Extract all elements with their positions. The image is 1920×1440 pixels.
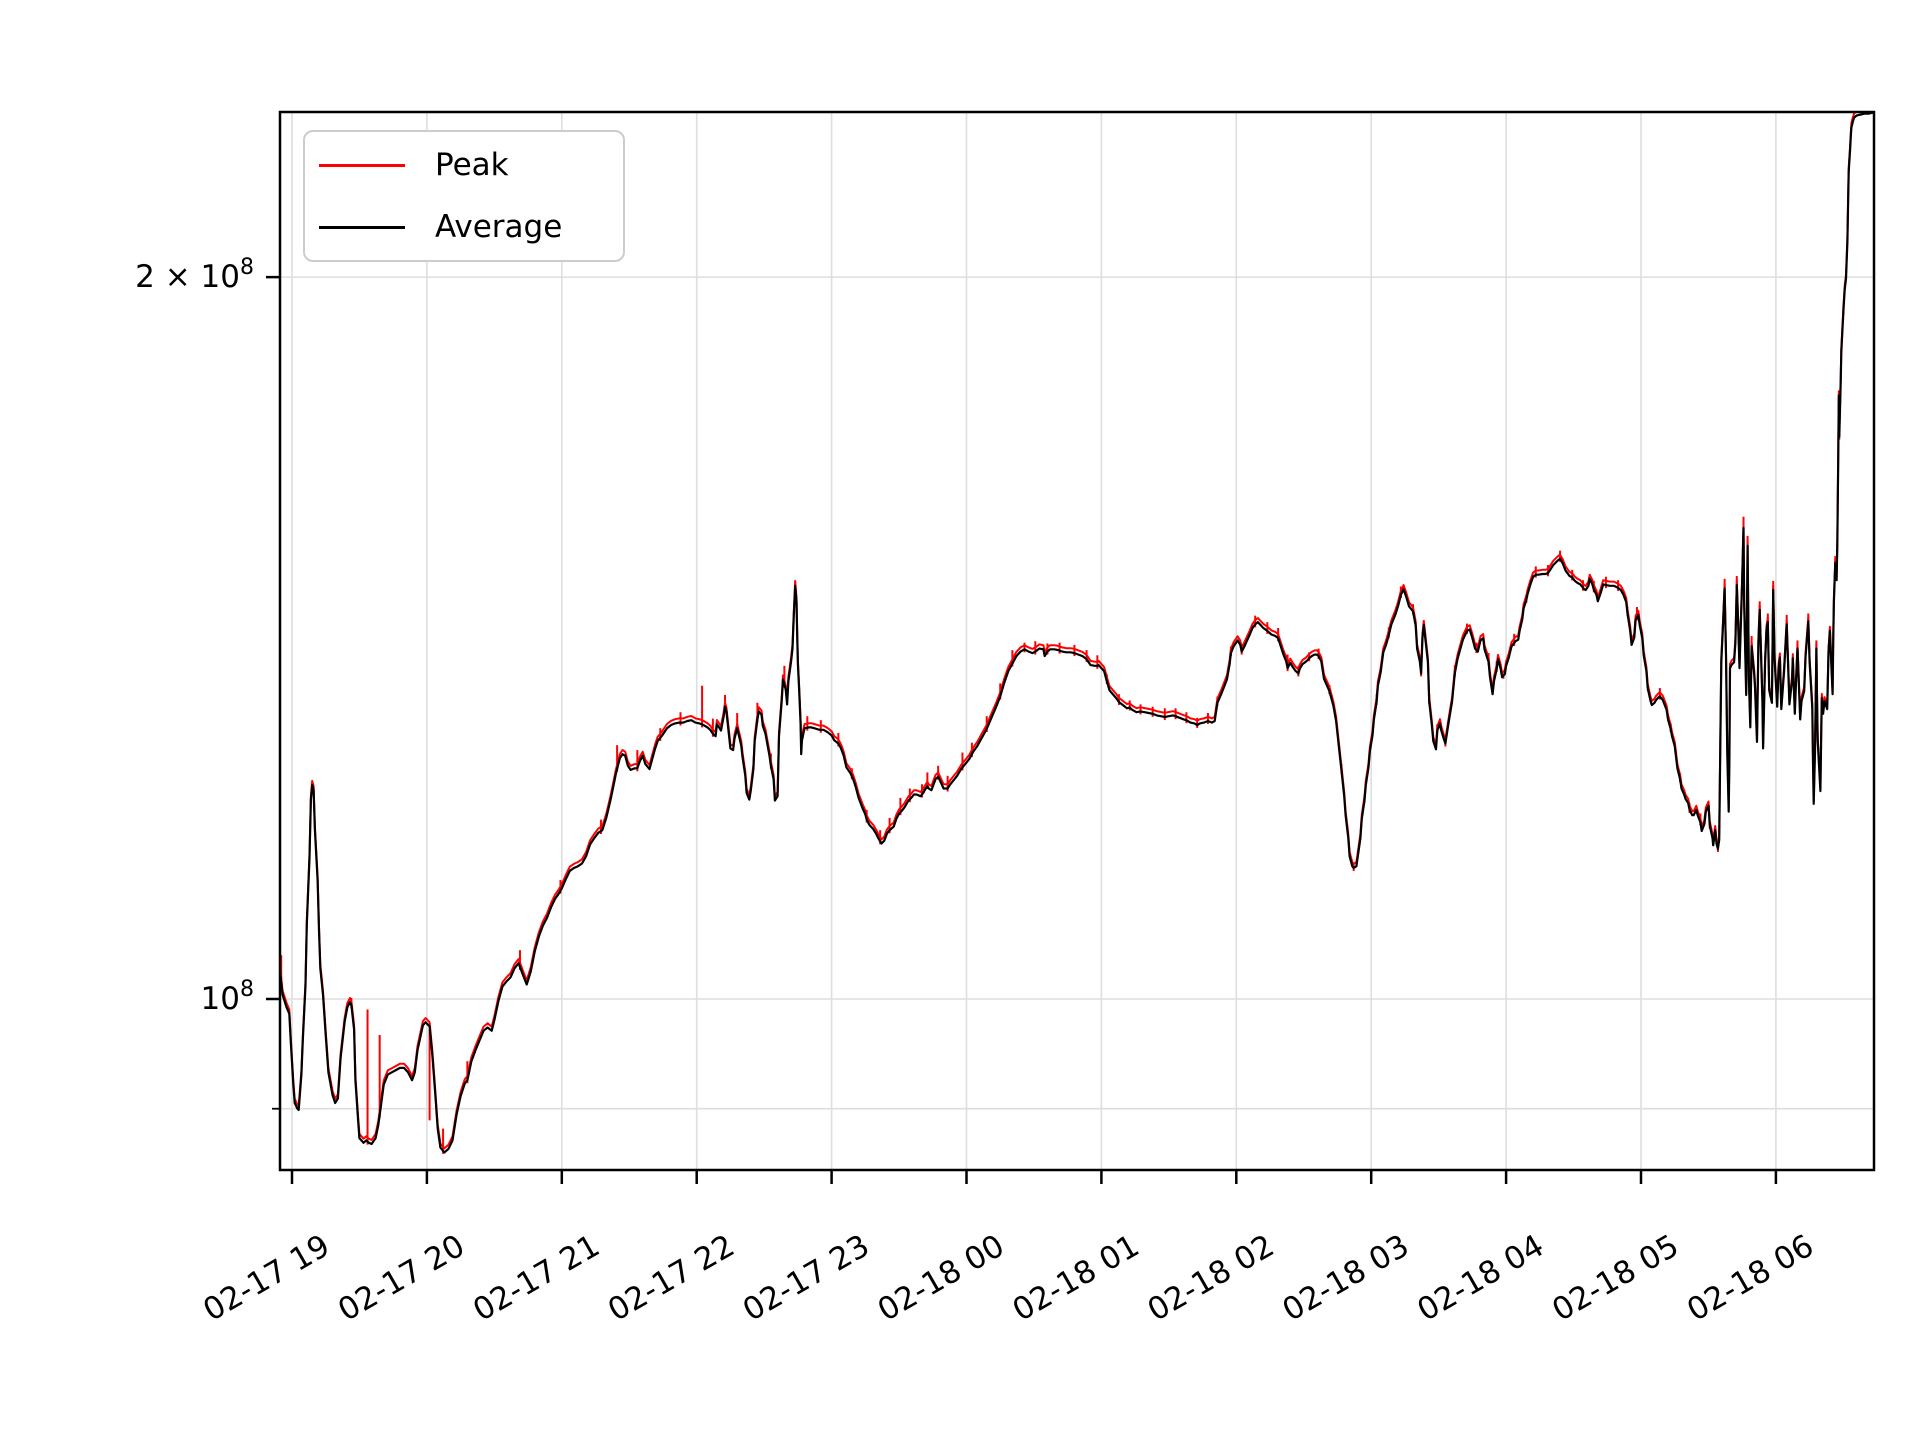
- legend: Peak Average: [303, 130, 625, 262]
- legend-label-peak: Peak: [435, 147, 509, 183]
- average-legend-line: [319, 226, 405, 229]
- peak-legend-line: [319, 164, 405, 167]
- legend-item-average: Average: [305, 202, 623, 252]
- plot-mask: [1874, 0, 1920, 1440]
- axis-frame: [278, 110, 1876, 1172]
- plot-mask: [0, 1170, 1920, 1440]
- plot-mask: [0, 0, 1920, 112]
- legend-item-peak: Peak: [305, 140, 623, 190]
- legend-label-average: Average: [435, 209, 563, 245]
- series-average-line: [278, 111, 1875, 1154]
- y-tick-label: 108: [201, 977, 254, 1017]
- plot-mask: [0, 0, 280, 1440]
- y-tick-label: 2 × 108: [135, 255, 254, 295]
